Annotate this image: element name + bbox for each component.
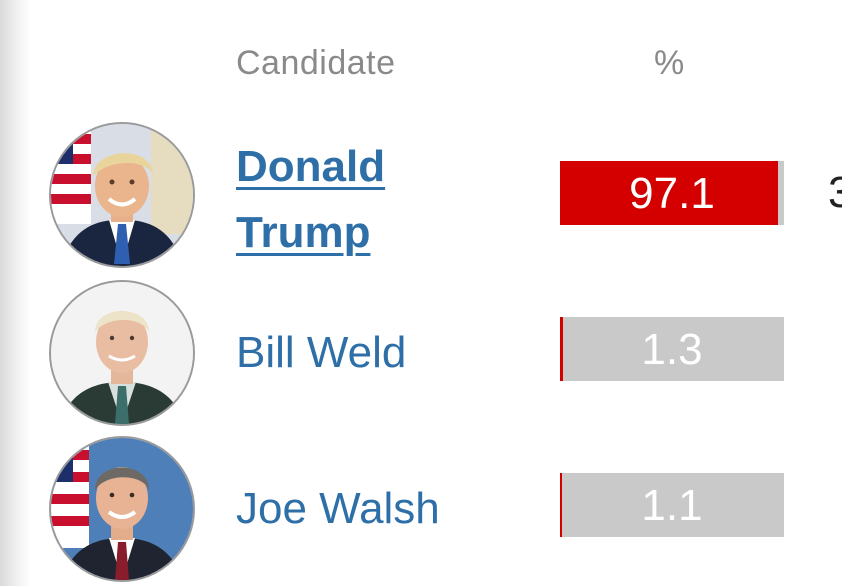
candidate-name-link-trump[interactable]: Donald Trump [236,134,385,266]
donald-trump-avatar [49,122,195,268]
percent-value: 97.1 [629,169,715,218]
percent-bar-weld: 1.3 [560,317,784,381]
edge-shadow [0,0,30,586]
votes-value-clipped: 3 [828,168,842,217]
joe-walsh-avatar [49,436,195,582]
candidate-name-walsh: Joe Walsh [236,484,440,533]
percent-bar-fill [560,317,563,381]
candidate-row-walsh: Joe Walsh 1.1 [0,436,842,586]
candidate-row-trump: Donald Trump 97.1 3 [0,122,842,272]
percent-bar-fill [560,161,778,225]
bill-weld-avatar [49,280,195,426]
candidate-last-name: Trump [236,208,371,257]
percent-column-header: % [654,44,685,82]
candidate-row-weld: Bill Weld 1.3 [0,280,842,430]
candidate-first-name: Donald [236,142,386,191]
candidate-column-header: Candidate [236,44,396,82]
percent-bar-trump: 97.1 [560,161,784,225]
percent-value: 1.1 [641,481,703,530]
percent-bar-fill [560,473,563,537]
percent-value: 1.3 [641,325,703,374]
percent-bar-walsh: 1.1 [560,473,784,537]
candidate-name-weld: Bill Weld [236,328,407,377]
